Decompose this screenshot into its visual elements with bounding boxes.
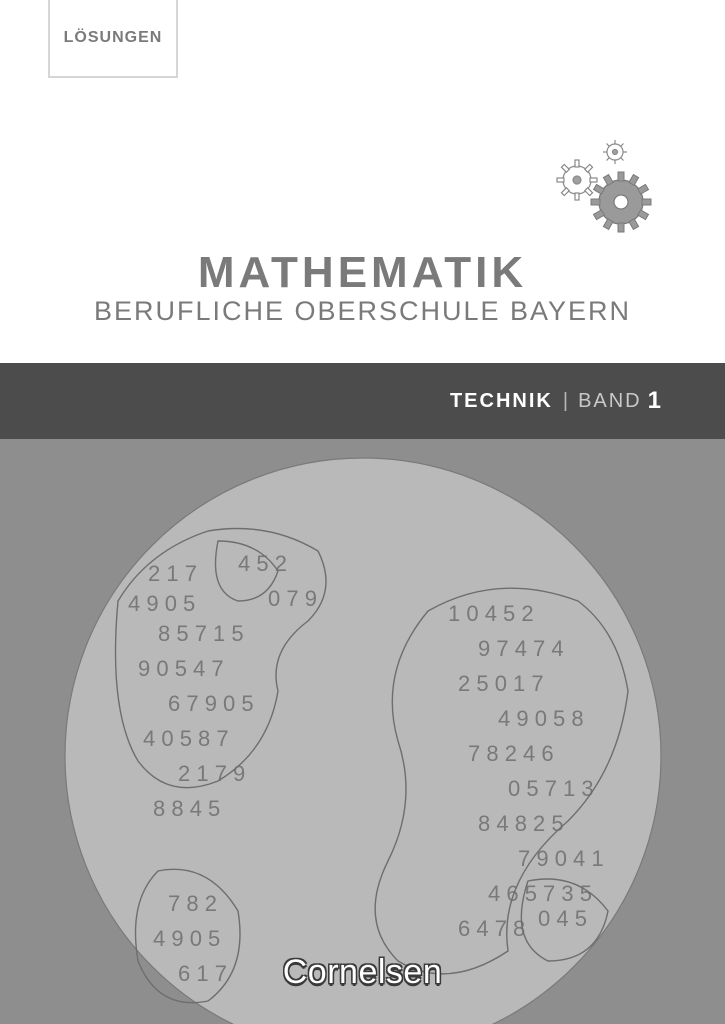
svg-text:7 9 0 4 1: 7 9 0 4 1 [518, 846, 604, 871]
lower-panel: 2 1 7 4 9 0 5 8 5 7 1 5 9 0 5 4 7 6 7 9 0 … [0, 439, 725, 1024]
bar-technik: TECHNIK [450, 390, 553, 413]
bar-band-number: 1 [648, 387, 661, 415]
title-main: MATHEMATIK [0, 248, 725, 298]
svg-text:6 7 9 0 5: 6 7 9 0 5 [168, 691, 254, 716]
svg-text:4 9 0 5: 4 9 0 5 [153, 926, 220, 951]
svg-text:9 7 4 7 4: 9 7 4 7 4 [478, 636, 564, 661]
svg-text:8 8 4 5: 8 8 4 5 [153, 796, 220, 821]
svg-text:7 8 2 4 6: 7 8 2 4 6 [468, 741, 554, 766]
svg-text:7 8 2: 7 8 2 [168, 891, 217, 916]
svg-text:1 0 4 5 2: 1 0 4 5 2 [448, 601, 534, 626]
svg-text:2 1 7 9: 2 1 7 9 [178, 761, 245, 786]
globe-illustration: 2 1 7 4 9 0 5 8 5 7 1 5 9 0 5 4 7 6 7 9 0 … [58, 451, 668, 1024]
svg-text:8 5 7 1 5: 8 5 7 1 5 [158, 621, 244, 646]
svg-text:2 5 0 1 7: 2 5 0 1 7 [458, 671, 544, 696]
solutions-badge: LÖSUNGEN [48, 0, 178, 78]
svg-text:9 0 5 4 7: 9 0 5 4 7 [138, 656, 224, 681]
svg-text:2 1 7: 2 1 7 [148, 561, 197, 586]
title-sub: BERUFLICHE OBERSCHULE BAYERN [0, 296, 725, 327]
bar-separator: | [563, 390, 568, 413]
svg-text:6 1 7: 6 1 7 [178, 961, 227, 986]
svg-text:4 5 2: 4 5 2 [238, 551, 287, 576]
svg-text:4 9 0 5 8: 4 9 0 5 8 [498, 706, 584, 731]
svg-text:6 4 7 8: 6 4 7 8 [458, 916, 525, 941]
gears-icon [523, 140, 663, 240]
svg-text:4 0 5 8 7: 4 0 5 8 7 [143, 726, 229, 751]
publisher-name: Cornelsen [283, 953, 442, 992]
svg-text:4 6 5 7 3 5: 4 6 5 7 3 5 [488, 881, 592, 906]
svg-text:0 4 5: 0 4 5 [538, 906, 587, 931]
bar-band-label: BAND [578, 390, 642, 413]
svg-text:0 5 7 1 3: 0 5 7 1 3 [508, 776, 594, 801]
svg-text:8 4 8 2 5: 8 4 8 2 5 [478, 811, 564, 836]
badge-label: LÖSUNGEN [64, 29, 163, 47]
svg-text:4 9 0 5: 4 9 0 5 [128, 591, 195, 616]
svg-text:0 7 9: 0 7 9 [268, 586, 317, 611]
series-bar: TECHNIK | BAND 1 [0, 363, 725, 439]
title-block: MATHEMATIK BERUFLICHE OBERSCHULE BAYERN [0, 248, 725, 327]
